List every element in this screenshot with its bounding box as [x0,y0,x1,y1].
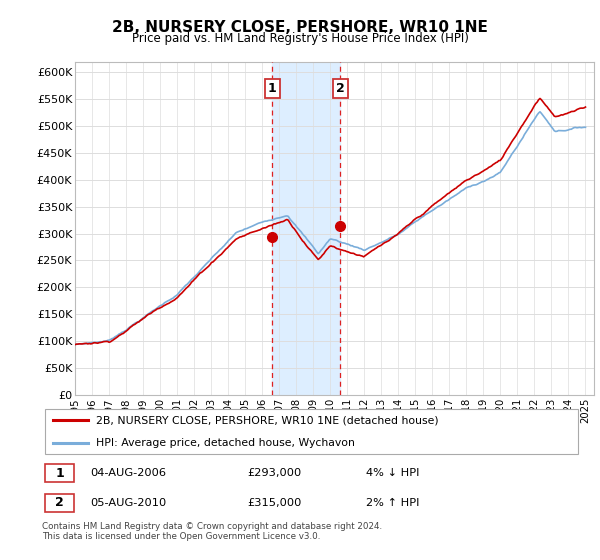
Text: Contains HM Land Registry data © Crown copyright and database right 2024.
This d: Contains HM Land Registry data © Crown c… [42,522,382,542]
Text: 04-AUG-2006: 04-AUG-2006 [91,468,167,478]
Text: 2% ↑ HPI: 2% ↑ HPI [366,498,419,508]
FancyBboxPatch shape [45,494,74,511]
FancyBboxPatch shape [45,409,578,454]
Text: 2B, NURSERY CLOSE, PERSHORE, WR10 1NE: 2B, NURSERY CLOSE, PERSHORE, WR10 1NE [112,20,488,35]
FancyBboxPatch shape [45,464,74,482]
Text: 05-AUG-2010: 05-AUG-2010 [91,498,167,508]
Text: Price paid vs. HM Land Registry's House Price Index (HPI): Price paid vs. HM Land Registry's House … [131,32,469,45]
Text: 2B, NURSERY CLOSE, PERSHORE, WR10 1NE (detached house): 2B, NURSERY CLOSE, PERSHORE, WR10 1NE (d… [96,416,439,426]
Text: 1: 1 [268,82,277,95]
Text: 2: 2 [55,496,64,509]
Text: HPI: Average price, detached house, Wychavon: HPI: Average price, detached house, Wych… [96,438,355,448]
Text: £293,000: £293,000 [247,468,301,478]
Text: 2: 2 [336,82,344,95]
Text: 1: 1 [55,467,64,480]
Bar [272,62,340,395]
Text: £315,000: £315,000 [247,498,302,508]
Text: 4% ↓ HPI: 4% ↓ HPI [366,468,419,478]
